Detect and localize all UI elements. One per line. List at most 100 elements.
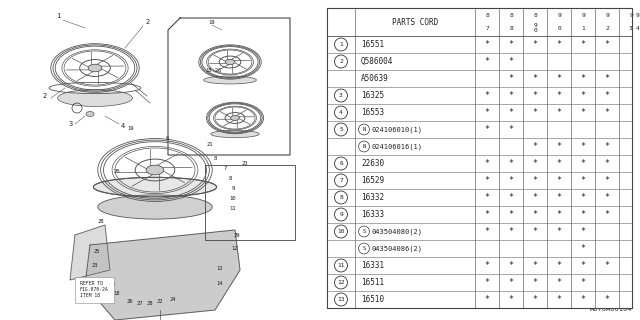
- Text: A50639: A50639: [361, 74, 388, 83]
- Text: *: *: [509, 176, 513, 185]
- Ellipse shape: [98, 195, 212, 219]
- Text: 3: 3: [68, 121, 73, 127]
- Text: 12: 12: [337, 280, 345, 285]
- Text: 16553: 16553: [361, 108, 384, 117]
- Text: *: *: [484, 57, 490, 66]
- Text: 26: 26: [127, 299, 133, 304]
- Text: *: *: [509, 210, 513, 219]
- Text: *: *: [605, 210, 609, 219]
- Text: *: *: [509, 227, 513, 236]
- Text: 16511: 16511: [361, 278, 384, 287]
- Text: 16333: 16333: [361, 210, 384, 219]
- Text: 4: 4: [339, 110, 343, 115]
- Text: 7: 7: [339, 178, 343, 183]
- Text: *: *: [509, 91, 513, 100]
- Text: 12: 12: [232, 246, 238, 251]
- Text: 8: 8: [213, 156, 216, 161]
- Text: 8: 8: [509, 26, 513, 31]
- Text: 8: 8: [228, 176, 232, 181]
- Text: *: *: [532, 159, 538, 168]
- Ellipse shape: [230, 116, 239, 120]
- Text: *: *: [580, 91, 586, 100]
- Text: *: *: [509, 278, 513, 287]
- Text: *: *: [557, 108, 561, 117]
- Text: 18-20: 18-20: [205, 68, 221, 73]
- Text: 13: 13: [217, 266, 223, 271]
- Text: 16510: 16510: [361, 295, 384, 304]
- Text: 28: 28: [98, 219, 104, 224]
- Text: 5: 5: [339, 127, 343, 132]
- Text: *: *: [532, 227, 538, 236]
- Text: *: *: [532, 295, 538, 304]
- Text: *: *: [509, 159, 513, 168]
- Text: *: *: [605, 193, 609, 202]
- Ellipse shape: [146, 165, 164, 175]
- Text: *: *: [580, 40, 586, 49]
- Text: 16325: 16325: [361, 91, 384, 100]
- Text: *: *: [484, 176, 490, 185]
- Text: 0: 0: [557, 26, 561, 31]
- Text: 024106010(1): 024106010(1): [371, 126, 422, 133]
- Text: *: *: [557, 278, 561, 287]
- Text: *: *: [580, 210, 586, 219]
- Text: 8: 8: [485, 13, 489, 18]
- Text: *: *: [580, 193, 586, 202]
- Text: *: *: [580, 227, 586, 236]
- Text: 13: 13: [337, 297, 345, 302]
- Text: *: *: [580, 244, 586, 253]
- Text: 2: 2: [43, 93, 47, 99]
- Text: *: *: [605, 295, 609, 304]
- Text: *: *: [580, 142, 586, 151]
- Text: 18: 18: [114, 291, 120, 296]
- Text: *: *: [557, 176, 561, 185]
- Text: 27: 27: [137, 301, 143, 306]
- Text: 043504080(2): 043504080(2): [371, 228, 422, 235]
- Text: *: *: [509, 125, 513, 134]
- Text: *: *: [532, 142, 538, 151]
- Text: *: *: [580, 295, 586, 304]
- Ellipse shape: [93, 177, 216, 197]
- Text: *: *: [605, 40, 609, 49]
- Text: 19: 19: [208, 20, 214, 25]
- Text: 16: 16: [109, 281, 116, 286]
- Text: 24: 24: [170, 297, 176, 302]
- Text: 8: 8: [533, 13, 537, 18]
- Text: *: *: [509, 108, 513, 117]
- Text: N: N: [362, 144, 365, 149]
- Text: 043504086(2): 043504086(2): [371, 245, 422, 252]
- Text: 9: 9: [557, 13, 561, 18]
- Text: 9: 9: [232, 186, 235, 191]
- Text: *: *: [557, 74, 561, 83]
- Text: *: *: [509, 295, 513, 304]
- Text: 3: 3: [339, 93, 343, 98]
- Text: 25: 25: [93, 249, 100, 254]
- Polygon shape: [85, 230, 240, 320]
- Text: *: *: [605, 108, 609, 117]
- Text: *: *: [557, 142, 561, 151]
- Text: 28: 28: [147, 301, 153, 306]
- Text: *: *: [484, 40, 490, 49]
- Text: 16529: 16529: [361, 176, 384, 185]
- Text: *: *: [484, 261, 490, 270]
- Text: 16331: 16331: [361, 261, 384, 270]
- Text: *: *: [557, 210, 561, 219]
- Text: *: *: [532, 210, 538, 219]
- Text: 1: 1: [56, 13, 60, 19]
- Text: 7: 7: [223, 166, 227, 171]
- Text: *: *: [532, 91, 538, 100]
- Text: 4: 4: [121, 123, 125, 129]
- Text: 3: 3: [629, 26, 633, 31]
- Text: *: *: [532, 193, 538, 202]
- Text: *: *: [484, 108, 490, 117]
- Ellipse shape: [211, 130, 259, 138]
- Text: 22: 22: [157, 299, 163, 304]
- Text: *: *: [484, 210, 490, 219]
- Text: 2: 2: [339, 59, 343, 64]
- Text: *: *: [580, 261, 586, 270]
- Text: *: *: [532, 261, 538, 270]
- Text: 22630: 22630: [361, 159, 384, 168]
- Text: 9
0: 9 0: [533, 23, 537, 33]
- Text: *: *: [605, 159, 609, 168]
- Text: 16551: 16551: [361, 40, 384, 49]
- Text: *: *: [509, 193, 513, 202]
